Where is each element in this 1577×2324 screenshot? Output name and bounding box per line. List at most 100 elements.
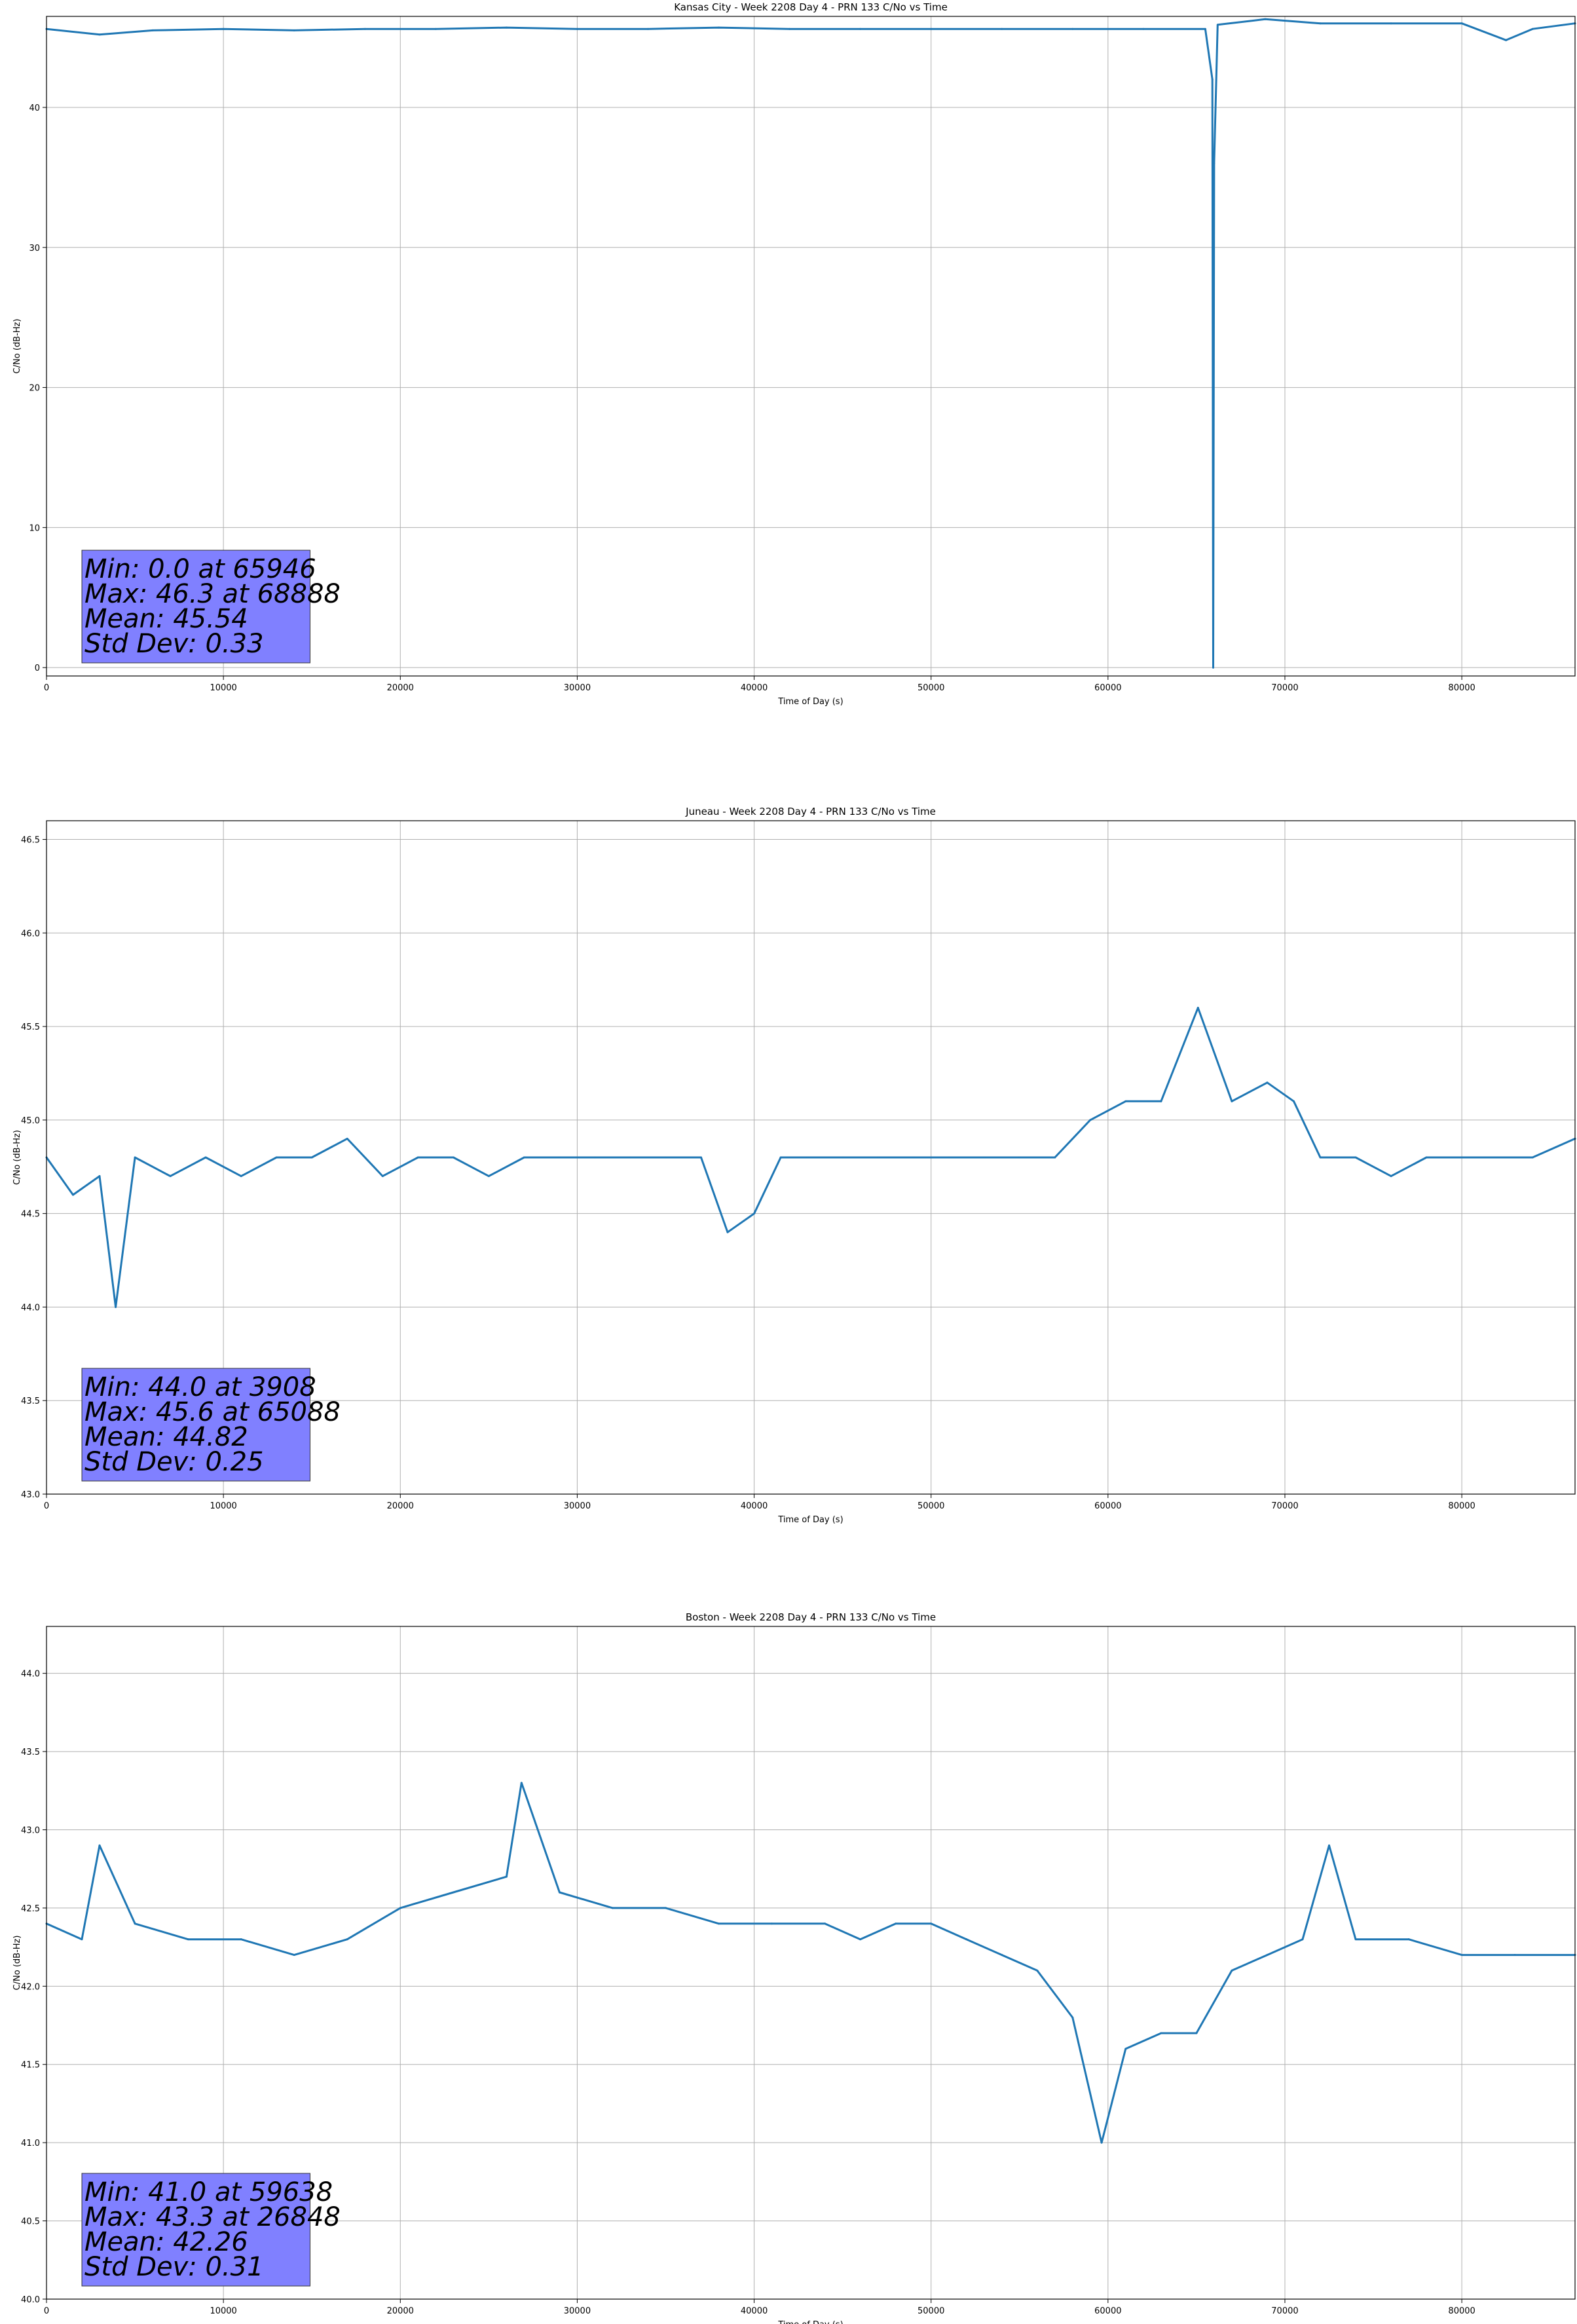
data-point — [1036, 1969, 1039, 1972]
y-tick-label: 10 — [29, 523, 40, 533]
data-point — [895, 1922, 897, 1925]
stats-box-background — [81, 1368, 311, 1482]
data-point — [1160, 1100, 1162, 1102]
stats-line: Min: 44.0 at 3908 — [84, 1372, 316, 1402]
y-tick-label: 43.0 — [21, 1826, 40, 1835]
data-point — [1531, 28, 1534, 30]
plot-frame — [46, 1626, 1576, 2300]
data-point — [1001, 28, 1003, 30]
stats-line: Std Dev: 0.31 — [84, 2252, 264, 2282]
data-point — [700, 1156, 703, 1159]
data-point — [310, 1156, 313, 1159]
data-point — [1513, 1954, 1516, 1957]
data-point — [1204, 28, 1206, 30]
data-point — [1319, 22, 1322, 25]
data-point — [1460, 1156, 1463, 1159]
x-tick-label: 10000 — [210, 2306, 236, 2316]
chart-panel-3: 0 10000 20000 30000 40000 50000 60000 70000 8000… — [12, 1611, 1576, 2324]
x-tick-label: 60000 — [1094, 683, 1121, 693]
plot-frame — [46, 16, 1576, 677]
data-point — [520, 1782, 523, 1784]
data-point — [1390, 22, 1392, 25]
x-axis-label: Time of Day (s) — [777, 2320, 843, 2324]
y-tick-label: 46.5 — [21, 836, 40, 846]
data-point — [948, 1156, 950, 1159]
data-point — [1354, 1938, 1357, 1941]
data-point — [1266, 1954, 1269, 1957]
data-point — [646, 28, 649, 30]
data-point — [434, 28, 437, 30]
data-point — [222, 28, 225, 30]
data-point — [576, 28, 578, 30]
y-tick-label: 30 — [29, 244, 40, 253]
data-point — [1089, 1119, 1092, 1121]
data-point — [134, 1156, 136, 1159]
x-tick-label: 80000 — [1448, 683, 1475, 693]
data-point — [1264, 18, 1267, 20]
data-point — [1212, 666, 1214, 669]
data-point — [1319, 1156, 1322, 1159]
y-tick-label: 40 — [29, 103, 40, 113]
x-tick-label: 70000 — [1271, 1501, 1298, 1511]
stats-line: Std Dev: 0.33 — [84, 629, 264, 659]
data-point — [98, 33, 101, 36]
data-point — [169, 1175, 172, 1178]
x-tick-label: 70000 — [1271, 683, 1298, 693]
y-tick-label: 43.5 — [21, 1748, 40, 1757]
data-point — [788, 28, 791, 30]
data-point — [346, 1938, 348, 1941]
stats-line: Max: 46.3 at 68888 — [84, 579, 341, 609]
data-point — [523, 1156, 525, 1159]
x-tick-label: 30000 — [564, 1501, 591, 1511]
data-point — [505, 26, 508, 29]
stats-line: Min: 41.0 at 59638 — [84, 2177, 333, 2207]
data-point — [1460, 22, 1463, 25]
series-line-1 — [46, 1782, 1575, 2144]
y-tick-label: 44.0 — [21, 1670, 40, 1679]
x-tick-label: 60000 — [1094, 2306, 1121, 2316]
data-point — [81, 1938, 83, 1941]
y-tick-label: 46.0 — [21, 929, 40, 939]
data-point — [1505, 39, 1508, 41]
data-point — [98, 1844, 101, 1846]
data-point — [664, 1156, 667, 1159]
chart-panel-1: 0 10000 20000 30000 40000 50000 60000 70000 8000… — [12, 1, 1576, 707]
x-tick-label: 20000 — [387, 2306, 414, 2316]
x-tick-label: 0 — [44, 2306, 49, 2316]
data-point — [842, 1156, 844, 1159]
data-point — [558, 1891, 561, 1894]
chart-title: Kansas City - Week 2208 Day 4 - PRN 133 … — [674, 1, 948, 13]
data-point — [664, 1907, 667, 1909]
data-point — [1195, 2032, 1198, 2034]
data-point — [275, 1156, 278, 1159]
data-point — [629, 1156, 631, 1159]
x-tick-label: 40000 — [741, 1501, 768, 1511]
data-point — [1160, 2032, 1162, 2034]
y-tick-label: 43.5 — [21, 1396, 40, 1406]
x-tick-label: 10000 — [210, 1501, 236, 1511]
data-point — [779, 1156, 782, 1159]
y-tick-label: 45.0 — [21, 1116, 40, 1126]
x-tick-label: 50000 — [918, 2306, 944, 2316]
data-point — [824, 1922, 826, 1925]
data-point — [930, 1922, 933, 1925]
data-point — [1071, 2016, 1074, 2019]
chart-title: Boston - Week 2208 Day 4 - PRN 133 C/No … — [686, 1611, 936, 1623]
data-point — [151, 29, 154, 31]
data-point — [965, 1938, 968, 1941]
data-point — [505, 1875, 508, 1878]
data-point — [1425, 1156, 1428, 1159]
data-point — [771, 1922, 773, 1925]
data-point — [718, 1922, 720, 1925]
data-point — [1354, 1156, 1357, 1159]
y-tick-label: 43.0 — [21, 1490, 40, 1500]
stats-line: Min: 0.0 at 65946 — [84, 554, 316, 584]
data-point — [1211, 78, 1214, 81]
x-axis-label: Time of Day (s) — [777, 1515, 843, 1525]
data-point — [1231, 1969, 1233, 1972]
data-point — [877, 1156, 880, 1159]
stats-line: Max: 43.3 at 26848 — [84, 2202, 341, 2232]
x-tick-label: 60000 — [1094, 1501, 1121, 1511]
data-point — [859, 28, 862, 30]
